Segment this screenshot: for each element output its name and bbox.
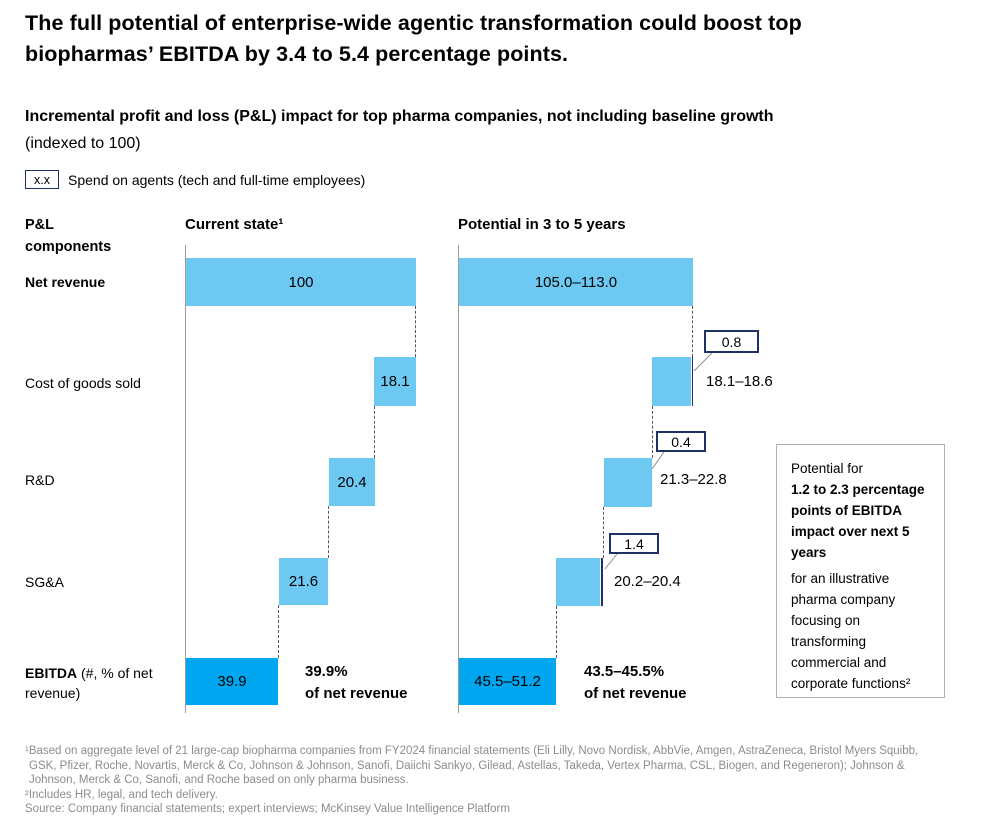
current-cogs-bar: 18.1 <box>374 357 416 406</box>
agent-spend-strip-sga <box>600 558 603 606</box>
legend-swatch-box: x.x <box>25 170 59 189</box>
column-header-current: Current state¹ <box>185 216 284 233</box>
row-label-ebitda-bold: EBITDA <box>25 665 78 681</box>
waterfall-connector <box>652 406 653 458</box>
waterfall-connector <box>278 605 279 658</box>
row-label-sga: SG&A <box>25 574 64 590</box>
current-ebitda-share-line2: of net revenue <box>305 685 408 702</box>
source-line: Source: Company financial statements; ex… <box>25 803 510 815</box>
current-ebitda-bar: 39.9 <box>186 658 278 705</box>
waterfall-connector <box>374 406 375 458</box>
current-axis-line <box>185 245 186 713</box>
waterfall-connector <box>328 506 329 558</box>
legend: x.x Spend on agents (tech and full-time … <box>25 170 365 189</box>
potential-sga-bar <box>556 558 603 606</box>
side-note-rest: for an illustrative pharma company focus… <box>791 571 911 691</box>
footnote-2: ²Includes HR, legal, and tech delivery. <box>25 788 218 801</box>
chart-subtitle-regular: (indexed to 100) <box>25 135 141 152</box>
current-ebitda-share-line1: 39.9% <box>305 663 348 680</box>
chart-subtitle: Incremental profit and loss (P&L) impact… <box>25 103 835 157</box>
legend-label: Spend on agents (tech and full-time empl… <box>68 171 366 188</box>
potential-ebitda-share-line2: of net revenue <box>584 685 687 702</box>
waterfall-connector <box>556 606 557 658</box>
potential-rnd-range-label: 21.3–22.8 <box>660 471 727 488</box>
agent-spend-strip-cogs <box>691 357 693 406</box>
side-note-panel: Potential for 1.2 to 2.3 percentage poin… <box>776 444 945 698</box>
row-label-ebitda: EBITDA (#, % of net revenue) <box>25 663 163 703</box>
waterfall-connector <box>415 306 416 357</box>
footnotes: ¹Based on aggregate level of 21 large-ca… <box>25 744 945 817</box>
waterfall-connector <box>603 507 604 558</box>
agent-spend-badge-rnd: 0.4 <box>656 431 706 452</box>
side-note-intro: Potential for <box>791 461 864 476</box>
agent-spend-badge-cogs: 0.8 <box>704 330 759 353</box>
current-net-revenue-value: 100 <box>288 273 314 291</box>
potential-ebitda-bar: 45.5–51.2 <box>459 658 556 705</box>
potential-ebitda-share-label: 43.5–45.5% of net revenue <box>584 661 687 705</box>
current-sga-value: 21.6 <box>288 573 319 590</box>
current-rnd-value: 20.4 <box>337 473 367 491</box>
agent-spend-badge-sga: 1.4 <box>609 533 659 554</box>
potential-sga-range-label: 20.2–20.4 <box>614 573 681 590</box>
potential-ebitda-share-line1: 43.5–45.5% <box>584 663 665 680</box>
current-rnd-bar: 20.4 <box>329 458 375 506</box>
row-label-net-revenue: Net revenue <box>25 274 106 290</box>
current-sga-bar: 21.6 <box>279 558 328 605</box>
current-net-revenue-bar: 100 <box>186 258 416 306</box>
footnote-1: ¹Based on aggregate level of 21 large-ca… <box>25 745 919 786</box>
current-ebitda-share-label: 39.9% of net revenue <box>305 661 408 705</box>
callout-connector-rnd <box>651 451 665 470</box>
potential-ebitda-value: 45.5–51.2 <box>474 673 541 690</box>
potential-cogs-bar <box>652 357 693 406</box>
callout-connector-cogs <box>693 352 713 372</box>
side-note-bold: 1.2 to 2.3 percentage points of EBITDA i… <box>791 482 925 560</box>
callout-connector-sga <box>604 553 618 570</box>
row-label-cogs: Cost of goods sold <box>25 375 141 391</box>
potential-net-revenue-value: 105.0–113.0 <box>534 273 618 291</box>
waterfall-connector <box>692 306 693 357</box>
chart-subtitle-bold: Incremental profit and loss (P&L) impact… <box>25 108 774 125</box>
current-ebitda-value: 39.9 <box>217 673 247 690</box>
page-title: The full potential of enterprise-wide ag… <box>25 11 802 66</box>
column-header-potential: Potential in 3 to 5 years <box>458 216 626 233</box>
row-label-rnd: R&D <box>25 472 55 488</box>
current-cogs-value: 18.1 <box>380 373 410 390</box>
row-label-ebitda-rest: (#, % of net revenue) <box>25 665 153 701</box>
row-axis-title: P&L components <box>25 217 112 255</box>
potential-rnd-bar <box>604 458 652 507</box>
potential-cogs-range-label: 18.1–18.6 <box>706 373 773 390</box>
potential-axis-line <box>458 245 459 713</box>
potential-net-revenue-bar: 105.0–113.0 <box>459 258 693 306</box>
